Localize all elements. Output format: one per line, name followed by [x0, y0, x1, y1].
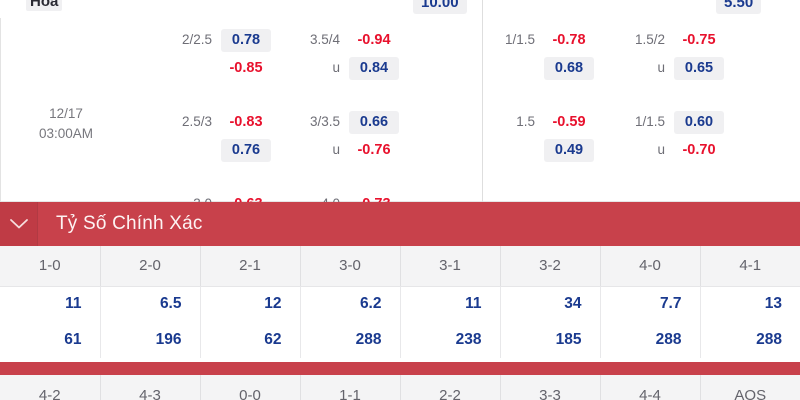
score-header-cell[interactable]: 3-1 [400, 246, 501, 287]
handicap-line: 1/1.5 [504, 32, 535, 47]
score-header-cell[interactable]: 1-0 [0, 246, 101, 287]
odds-cell-primary[interactable]: 34 [500, 286, 601, 322]
total-under-prefix: u [332, 60, 340, 75]
odds-cell-secondary[interactable]: 288 [600, 322, 701, 358]
total-under-prefix: u [332, 142, 340, 157]
odds-row: u 0.65 [628, 54, 724, 82]
table-header-row: 4-2 4-3 0-0 1-1 2-2 3-3 4-4 AOS [0, 375, 800, 400]
odds-row: 2.5/3 -0.83 [175, 108, 271, 136]
odds-value-under[interactable]: 0.49 [544, 138, 594, 162]
correct-score-table-1: 1-0 2-0 2-1 3-0 3-1 3-2 4-0 4-1 11 6.5 1… [0, 246, 800, 358]
score-header-cell[interactable]: 4-3 [100, 375, 201, 400]
odds-value-over[interactable]: -0.59 [552, 113, 586, 130]
cut-odd-left[interactable]: 10.00 [413, 0, 467, 14]
odds-cell-primary[interactable]: 6.2 [300, 286, 401, 322]
odds-value-over[interactable]: -0.94 [357, 31, 391, 48]
odds-section: Hòa 12/17 03:00AM 10.00 5.50 2/2.5 0.78 -… [0, 0, 800, 244]
score-header-cell[interactable]: 0-0 [200, 375, 301, 400]
odds-cell-primary[interactable]: 6.5 [100, 286, 201, 322]
odds-row: 3/3.5 0.66 [303, 108, 399, 136]
odds-cell-secondary[interactable]: 185 [500, 322, 601, 358]
odds-value-over[interactable]: -0.78 [552, 31, 586, 48]
odds-cell-primary[interactable]: 13 [700, 286, 800, 322]
total-line: 3/3.5 [309, 114, 340, 129]
table-row: 11 6.5 12 6.2 11 34 7.7 13 [0, 286, 800, 322]
section-divider-bar [0, 362, 800, 375]
odds-cell-secondary[interactable]: 238 [400, 322, 501, 358]
draw-label: Hòa [26, 0, 63, 11]
score-header-cell[interactable]: 4-2 [0, 375, 101, 400]
score-header-cell[interactable]: 3-3 [500, 375, 601, 400]
odds-cell-primary[interactable]: 11 [0, 286, 101, 322]
total-under-prefix: u [657, 142, 665, 157]
odds-row: -0.85 [175, 54, 271, 82]
handicap-line: 2.5/3 [181, 114, 212, 129]
odds-value-over[interactable]: 0.78 [221, 28, 271, 52]
cut-odd-right[interactable]: 5.50 [716, 0, 762, 14]
odds-row: u 0.84 [303, 54, 399, 82]
score-header-cell[interactable]: 1-1 [300, 375, 401, 400]
odds-value-under[interactable]: 0.84 [349, 56, 399, 80]
odds-row: 1/1.5 -0.78 [498, 26, 594, 54]
odds-row: 0.68 [498, 54, 594, 82]
score-header-cell[interactable]: AOS [700, 375, 800, 400]
odds-col-total-2: 1.5/2 -0.75 u 0.65 1/1.5 0.60 u -0.70 [628, 26, 724, 164]
score-header-cell[interactable]: 4-4 [600, 375, 701, 400]
odds-row: 3.5/4 -0.94 [303, 26, 399, 54]
odds-value-over[interactable]: 0.60 [674, 110, 724, 134]
correct-score-table-2: 4-2 4-3 0-0 1-1 2-2 3-3 4-4 AOS [0, 375, 800, 400]
total-under-prefix: u [657, 60, 665, 75]
odds-value-over[interactable]: 0.66 [349, 110, 399, 134]
score-header-cell[interactable]: 2-2 [400, 375, 501, 400]
odds-row: 1.5/2 -0.75 [628, 26, 724, 54]
total-line: 3.5/4 [309, 32, 340, 47]
odds-cell-secondary[interactable]: 62 [200, 322, 301, 358]
odds-row: 2/2.5 0.78 [175, 26, 271, 54]
score-header-cell[interactable]: 4-1 [700, 246, 800, 287]
odds-cell-primary[interactable]: 7.7 [600, 286, 701, 322]
correct-score-header[interactable]: Tỷ Số Chính Xác [0, 202, 800, 246]
odds-col-handicap-2: 1/1.5 -0.78 0.68 1.5 -0.59 0.49 [498, 26, 594, 164]
odds-value-under[interactable]: 0.76 [221, 138, 271, 162]
match-time: 03:00AM [38, 126, 94, 141]
odds-row: 1.5 -0.59 [498, 108, 594, 136]
match-date: 12/17 [49, 106, 83, 121]
odds-value-under[interactable]: -0.70 [682, 141, 716, 158]
odds-value-over[interactable]: -0.75 [682, 31, 716, 48]
table-header-row: 1-0 2-0 2-1 3-0 3-1 3-2 4-0 4-1 [0, 246, 800, 287]
chevron-down-icon[interactable] [0, 202, 38, 246]
table-row: 61 196 62 288 238 185 288 288 [0, 322, 800, 358]
odds-cell-primary[interactable]: 11 [400, 286, 501, 322]
total-line: 1.5/2 [634, 32, 665, 47]
score-header-cell[interactable]: 3-0 [300, 246, 401, 287]
odds-value-under[interactable]: 0.68 [544, 56, 594, 80]
correct-score-title: Tỷ Số Chính Xác [56, 213, 203, 234]
odds-value-under[interactable]: -0.85 [229, 59, 263, 76]
odds-cell-secondary[interactable]: 288 [300, 322, 401, 358]
handicap-line: 1.5 [516, 114, 535, 129]
score-header-cell[interactable]: 3-2 [500, 246, 601, 287]
odds-row: u -0.70 [628, 136, 724, 164]
odds-cell-primary[interactable]: 12 [200, 286, 301, 322]
odds-value-under[interactable]: 0.65 [674, 56, 724, 80]
odds-cell-secondary[interactable]: 196 [100, 322, 201, 358]
handicap-line: 2/2.5 [181, 32, 212, 47]
odds-value-over[interactable]: -0.83 [229, 113, 263, 130]
odds-row: 0.76 [175, 136, 271, 164]
odds-cell-secondary[interactable]: 61 [0, 322, 101, 358]
odds-row: 1/1.5 0.60 [628, 108, 724, 136]
total-line: 1/1.5 [634, 114, 665, 129]
odds-cell-secondary[interactable]: 288 [700, 322, 800, 358]
odds-row: 0.49 [498, 136, 594, 164]
odds-row: u -0.76 [303, 136, 399, 164]
odds-middle-divider [482, 0, 483, 202]
score-header-cell[interactable]: 4-0 [600, 246, 701, 287]
odds-left-divider [0, 18, 1, 202]
match-datetime: 12/17 03:00AM [18, 104, 114, 144]
score-header-cell[interactable]: 2-0 [100, 246, 201, 287]
score-header-cell[interactable]: 2-1 [200, 246, 301, 287]
odds-value-under[interactable]: -0.76 [357, 141, 391, 158]
